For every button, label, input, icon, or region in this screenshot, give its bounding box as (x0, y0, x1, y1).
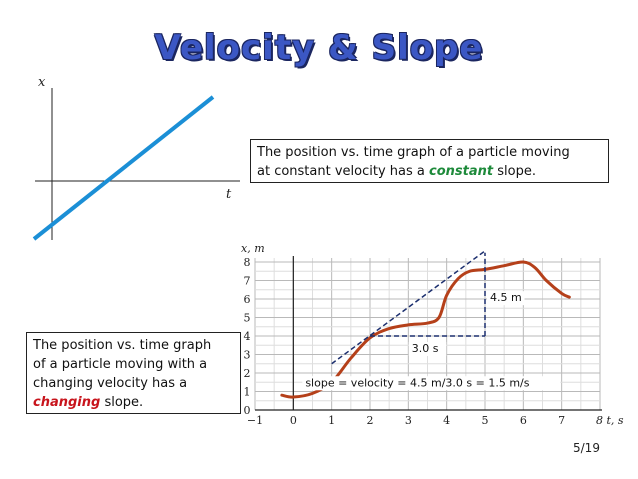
rise-label-bg (487, 291, 525, 306)
x-tick-label: 5 (482, 414, 489, 427)
x-tick-label: 3 (405, 414, 412, 427)
constant-emphasis: constant (429, 164, 494, 179)
constant-velocity-caption: The position vs. time graph of a particl… (250, 139, 609, 183)
y-tick-label: 7 (244, 275, 251, 288)
caption-text: at constant velocity has a (257, 164, 429, 179)
x-tick-label: −1 (247, 414, 263, 427)
rise-label: 4.5 m (487, 291, 525, 306)
x-tick-label: 1 (328, 414, 335, 427)
x-tick-label: 2 (367, 414, 374, 427)
run-label-bg (408, 342, 447, 356)
x-tick-label: 7 (558, 414, 565, 427)
caption2-line-4: changing slope. (33, 393, 234, 412)
constant-slope-line (32, 95, 215, 241)
y-axis-label: x, m (241, 242, 265, 255)
page-number: 5/19 (573, 441, 600, 455)
y-tick-label: 2 (244, 367, 251, 380)
y-tick-label: 5 (244, 312, 251, 325)
caption2-line-1: The position vs. time graph (33, 338, 212, 353)
x-tick-label: 6 (520, 414, 527, 427)
caption2-text-end: slope. (100, 395, 144, 410)
rise-label-text: 4.5 m (490, 291, 522, 304)
x-tick-label: 4 (443, 414, 450, 427)
caption-text-end: slope. (493, 164, 536, 179)
slope-annotation-text: slope = velocity = 4.5 m/3.0 s = 1.5 m/s (305, 376, 529, 389)
y-tick-label: 0 (244, 404, 251, 417)
caption-line-2: at constant velocity has a constant slop… (257, 162, 602, 181)
changing-velocity-caption: The position vs. time graph of a particl… (26, 332, 241, 414)
run-label-text: 3.0 s (412, 342, 439, 355)
run-label: 3.0 s (408, 342, 447, 356)
slide-title: Velocity & Slope (154, 28, 484, 68)
changing-emphasis: changing (33, 395, 101, 410)
y-tick-label: 4 (244, 330, 251, 343)
top-graph-x-label: t (226, 187, 232, 202)
x-tick-label: 0 (290, 414, 297, 427)
y-tick-label: 6 (244, 293, 251, 306)
y-tick-label: 3 (244, 349, 251, 362)
y-tick-label: 8 (244, 256, 251, 269)
caption-line-1: The position vs. time graph of a particl… (257, 145, 570, 160)
caption2-line-3: changing velocity has a (33, 376, 188, 391)
constant-velocity-graph: x t (32, 75, 240, 241)
x-axis-label: 8 t, s (596, 414, 624, 427)
slope-annotation: slope = velocity = 4.5 m/3.0 s = 1.5 m/s (302, 376, 561, 391)
slope-annotation-bg (302, 376, 561, 391)
caption2-line-2: of a particle moving with a (33, 357, 208, 372)
top-graph-y-label: x (38, 75, 46, 90)
y-tick-label: 1 (244, 386, 251, 399)
